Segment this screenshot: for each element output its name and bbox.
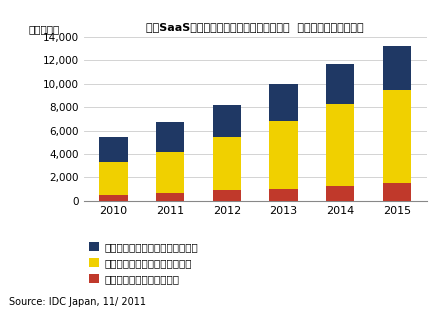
Bar xyxy=(326,186,355,201)
Bar xyxy=(269,121,298,189)
Bar xyxy=(383,90,411,183)
Bar xyxy=(156,152,184,193)
Bar xyxy=(383,46,411,90)
Bar xyxy=(213,105,241,137)
Bar xyxy=(383,183,411,201)
Bar xyxy=(99,162,128,195)
Legend: アイデンティティ／アクセス管理, セキュアコンテンツ／脅威管理, セキュリティ／脆弱性管理: アイデンティティ／アクセス管理, セキュアコンテンツ／脅威管理, セキュリティ／… xyxy=(89,242,198,284)
Bar xyxy=(213,137,241,190)
Bar xyxy=(326,104,355,186)
Bar xyxy=(326,64,355,104)
Bar xyxy=(156,193,184,201)
Bar xyxy=(213,190,241,201)
Text: Source: IDC Japan, 11/ 2011: Source: IDC Japan, 11/ 2011 xyxy=(9,298,146,307)
Title: 国内SaaS型セキュリティソフトウェア市場  セグメント別売上予測: 国内SaaS型セキュリティソフトウェア市場 セグメント別売上予測 xyxy=(147,22,364,32)
Bar xyxy=(99,195,128,201)
Bar xyxy=(99,137,128,162)
Bar xyxy=(156,122,184,152)
Bar xyxy=(269,189,298,201)
Bar xyxy=(269,84,298,121)
Text: （百万円）: （百万円） xyxy=(29,24,60,34)
